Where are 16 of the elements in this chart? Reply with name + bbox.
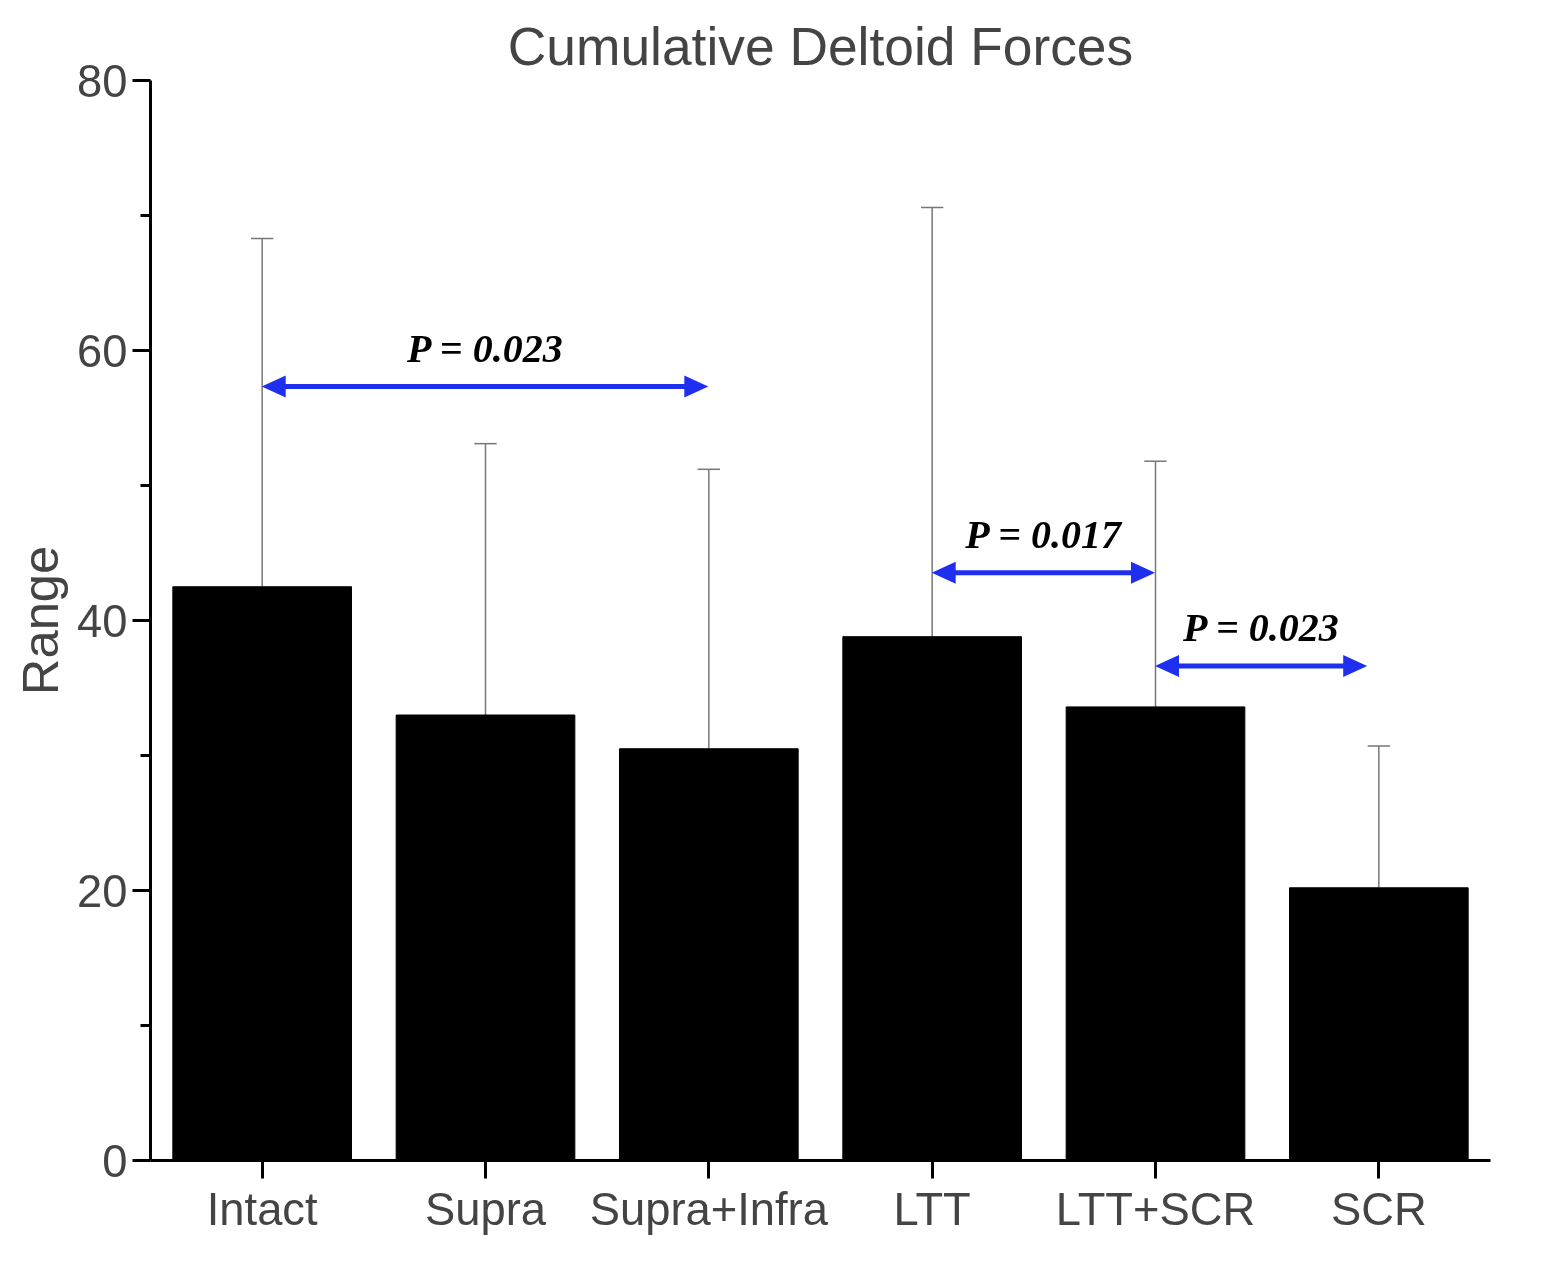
y-tick-label: 80 <box>77 55 128 107</box>
x-tick-label: Intact <box>206 1183 318 1235</box>
y-tick-label: 0 <box>102 1135 128 1187</box>
y-axis-title: Range <box>12 545 70 696</box>
x-tick-label: SCR <box>1330 1183 1427 1235</box>
x-tick-label: Supra+Infra <box>589 1183 829 1235</box>
annotation: P = 0.017 <box>964 512 1123 558</box>
y-tick-label: 20 <box>77 865 128 917</box>
y-tick-label: 60 <box>77 325 128 377</box>
x-tick-label: Supra <box>425 1183 547 1235</box>
x-tick-label: LTT <box>893 1183 971 1235</box>
annotation: P = 0.023 <box>1181 605 1339 651</box>
y-tick-label: 40 <box>77 595 128 647</box>
annotation: P = 0.023 <box>405 325 563 371</box>
chart-title: Cumulative Deltoid Forces <box>507 16 1134 76</box>
x-tick-label: LTT+SCR <box>1055 1183 1256 1235</box>
